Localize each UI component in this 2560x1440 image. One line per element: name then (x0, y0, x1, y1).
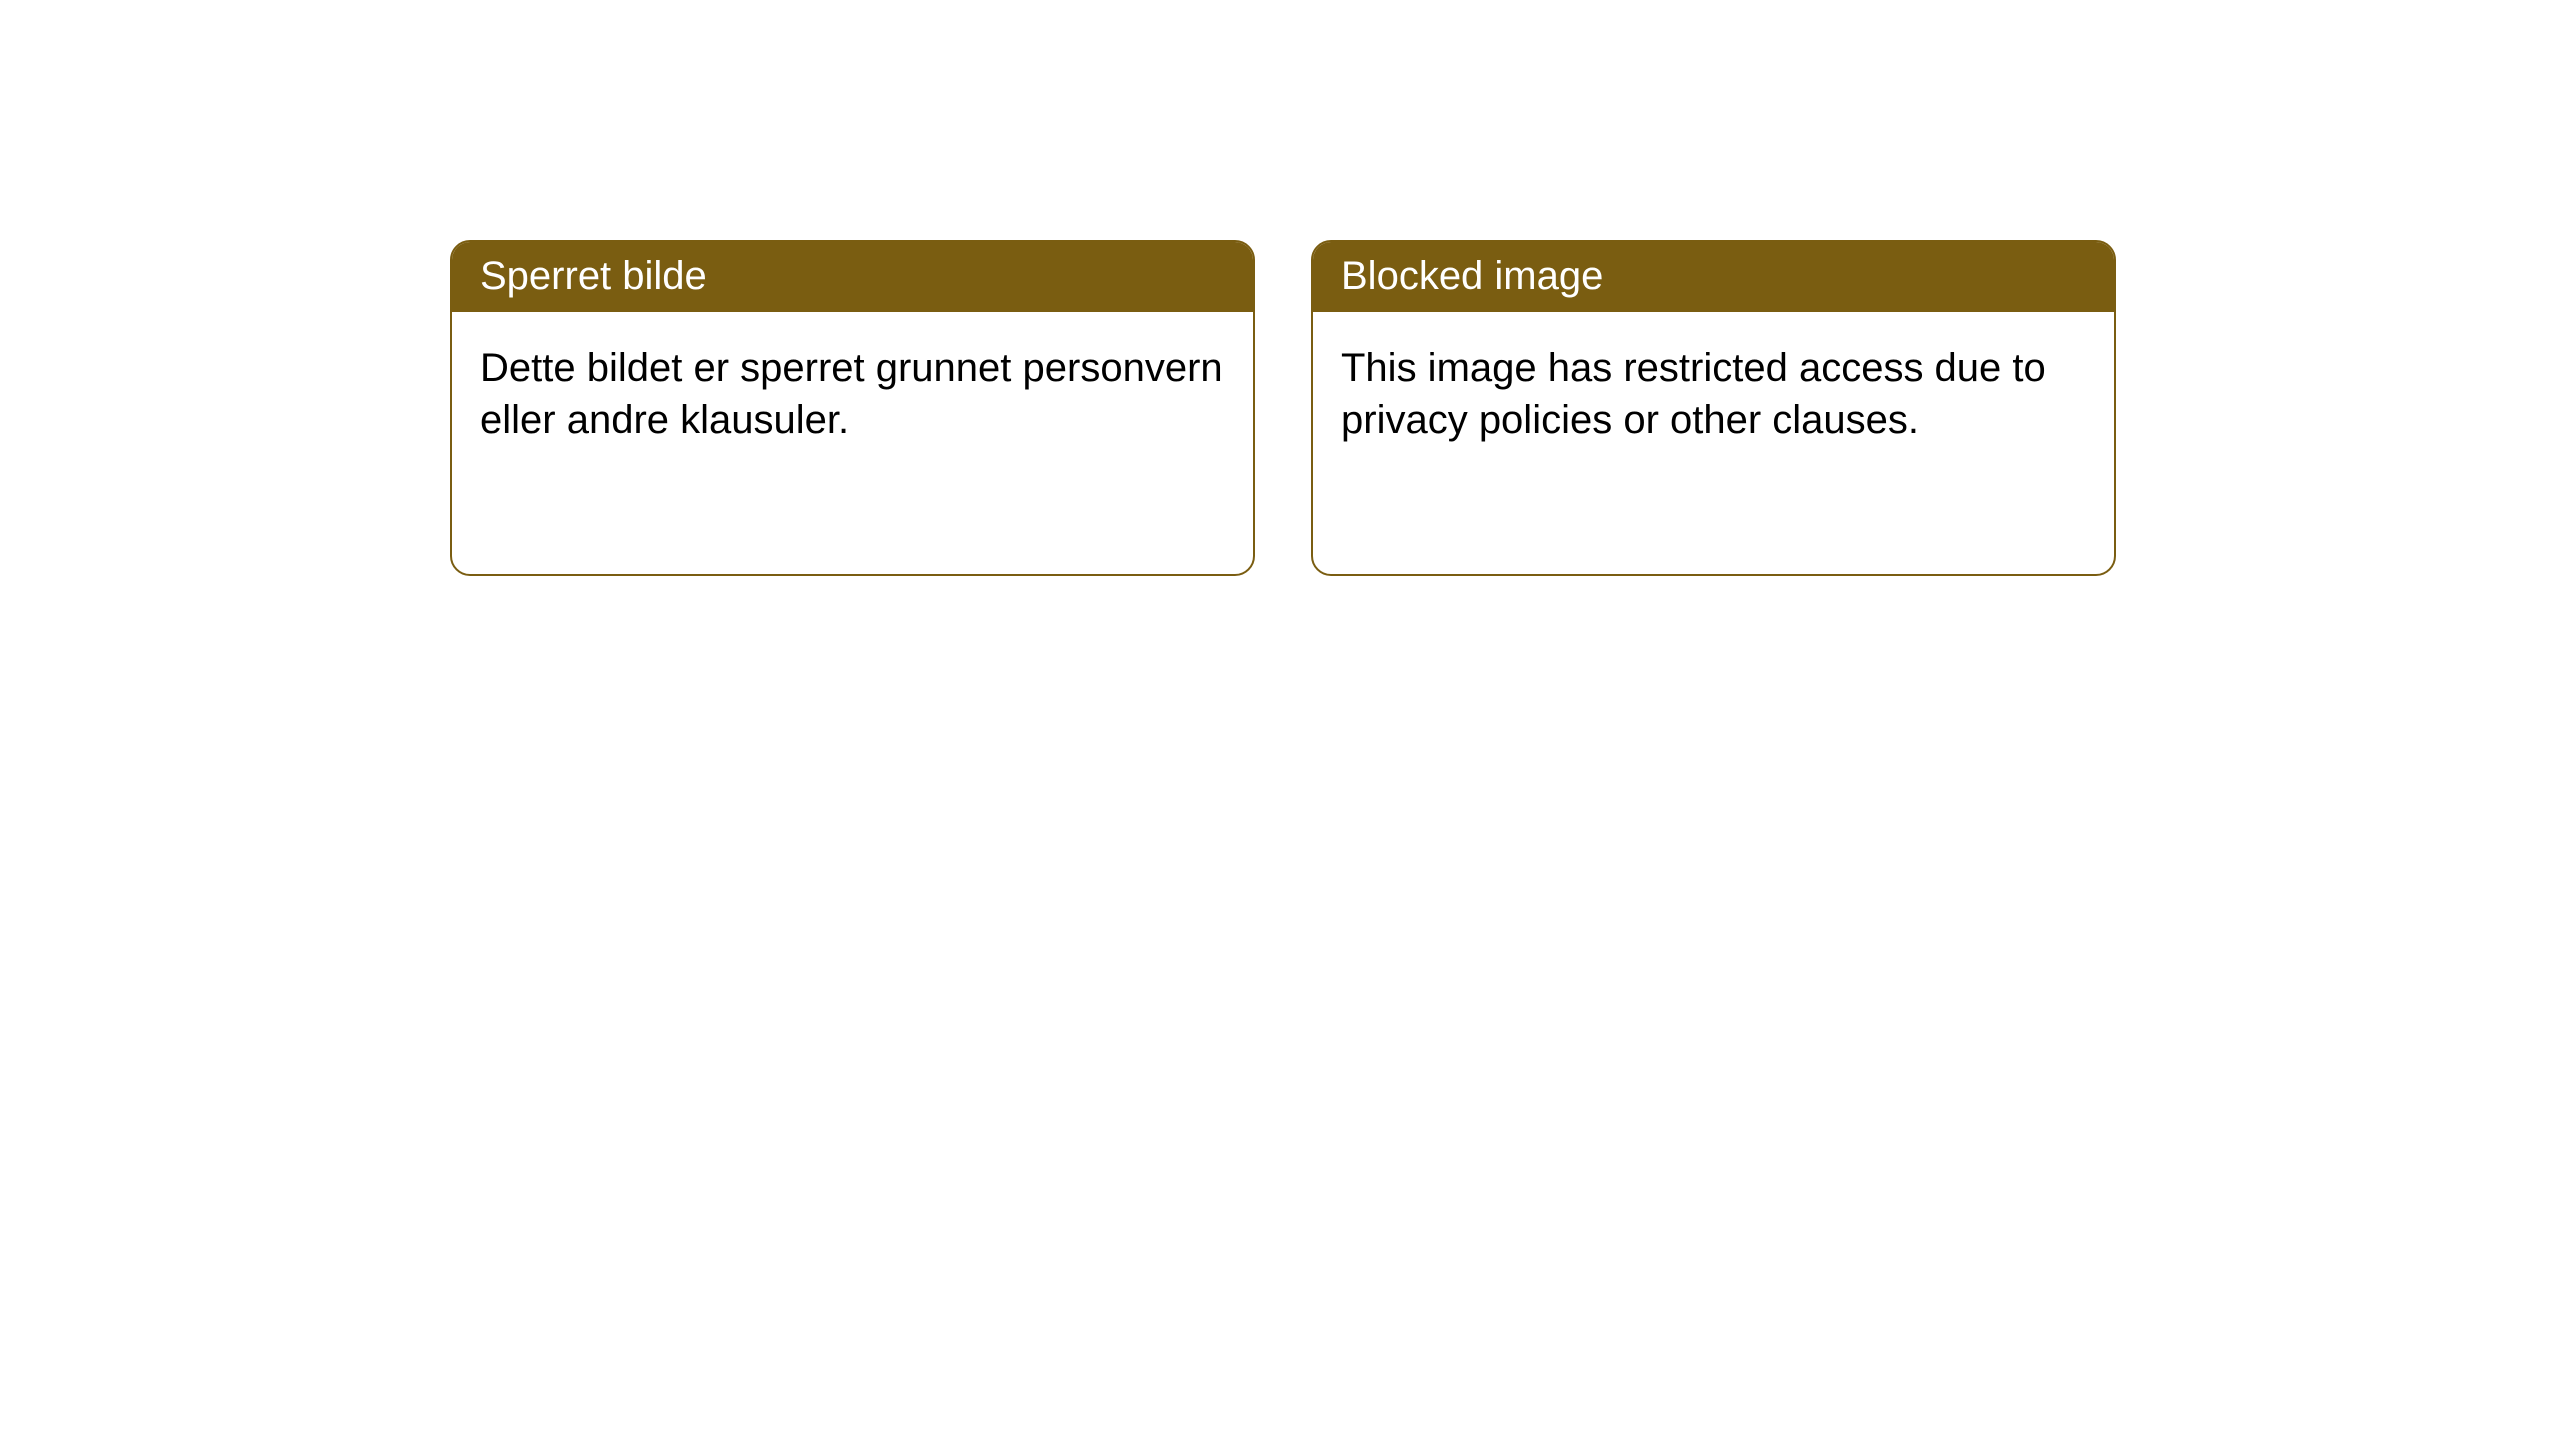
notice-title-norwegian: Sperret bilde (452, 242, 1253, 312)
notice-body-norwegian: Dette bildet er sperret grunnet personve… (452, 312, 1253, 476)
notice-card-english: Blocked image This image has restricted … (1311, 240, 2116, 576)
notice-body-english: This image has restricted access due to … (1313, 312, 2114, 476)
notice-title-english: Blocked image (1313, 242, 2114, 312)
notice-card-norwegian: Sperret bilde Dette bildet er sperret gr… (450, 240, 1255, 576)
notice-container: Sperret bilde Dette bildet er sperret gr… (0, 0, 2560, 576)
